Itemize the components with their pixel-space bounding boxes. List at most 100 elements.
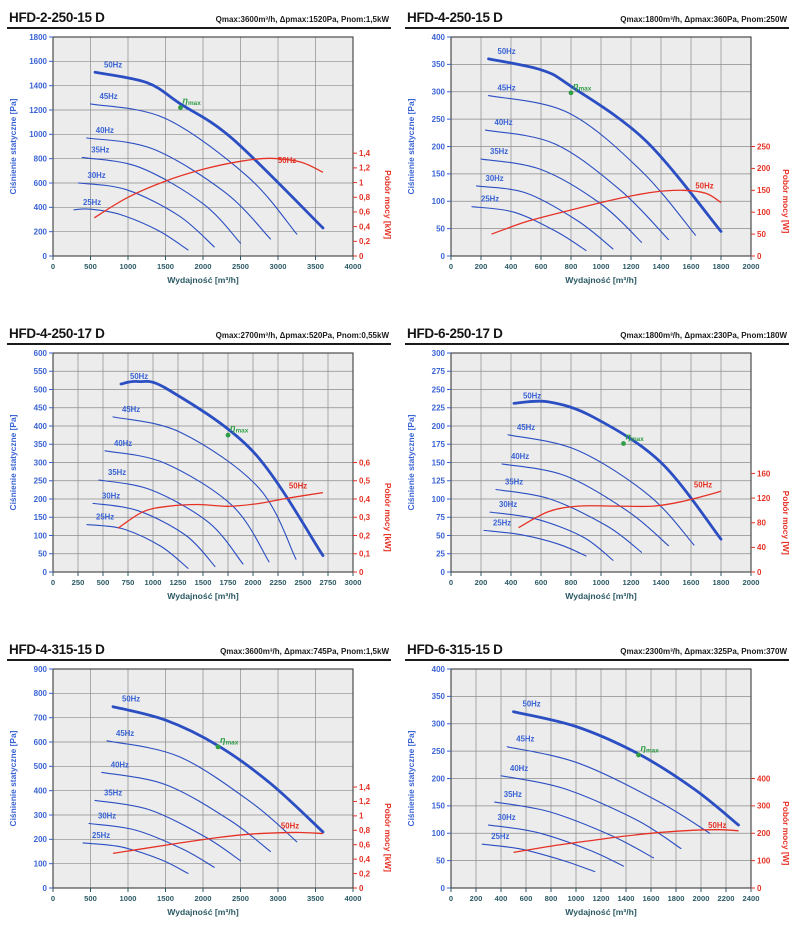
curve-50hz bbox=[512, 399, 723, 541]
curve-50hz bbox=[119, 379, 325, 557]
curve-35hz bbox=[480, 158, 643, 243]
power-curve bbox=[112, 831, 324, 855]
chart-panel-hfd-4-250-17: HFD-4-250-17 D Qmax:2700m³/h, Δpmax:520P… bbox=[7, 326, 391, 604]
curve-40hz bbox=[500, 775, 682, 850]
chart-panel-hfd-4-315-15: HFD-4-315-15 D Qmax:3600m³/h, Δpmax:745P… bbox=[7, 642, 391, 920]
left-axis-tick-label: 700 bbox=[34, 713, 48, 722]
x-axis-tick-label: 1000 bbox=[568, 894, 585, 903]
chart-title: HFD-4-250-15 D bbox=[407, 10, 503, 25]
right-axis-tick-label: 0 bbox=[757, 252, 762, 261]
curve-30hz bbox=[77, 182, 215, 248]
chart-header: HFD-4-250-17 D Qmax:2700m³/h, Δpmax:520P… bbox=[7, 326, 391, 345]
curve-30hz bbox=[487, 824, 625, 867]
left-axis-tick-label: 200 bbox=[34, 835, 48, 844]
x-axis-tick-label: 2500 bbox=[295, 578, 312, 587]
left-axis-tick-label: 300 bbox=[432, 720, 446, 729]
x-axis-tick-label: 1500 bbox=[157, 262, 174, 271]
power-curve-label: 50Hz bbox=[281, 821, 299, 830]
x-axis-tick-label: 1000 bbox=[593, 578, 610, 587]
right-axis-tick-label: 100 bbox=[757, 208, 771, 217]
chart-title: HFD-4-250-17 D bbox=[9, 326, 105, 341]
curve-label-40hz: 40Hz bbox=[96, 126, 114, 135]
right-axis-title: Pobór mocy [kW] bbox=[383, 170, 391, 239]
eta-max-point bbox=[568, 90, 574, 96]
x-axis-tick-label: 400 bbox=[495, 894, 508, 903]
curve-label-45hz: 45Hz bbox=[498, 84, 516, 93]
power-curve bbox=[513, 829, 739, 854]
left-axis-tick-label: 800 bbox=[34, 689, 48, 698]
curve-label-35hz: 35Hz bbox=[91, 145, 109, 154]
x-axis-tick-label: 0 bbox=[449, 578, 453, 587]
left-axis-tick-label: 500 bbox=[34, 385, 48, 394]
curve-35hz bbox=[81, 156, 242, 244]
curve-label-25hz: 25Hz bbox=[481, 195, 499, 204]
left-axis-title: Ciśnienie statyczne [Pa] bbox=[406, 98, 416, 194]
curve-25hz bbox=[73, 208, 189, 251]
left-axis-tick-label: 1200 bbox=[29, 106, 47, 115]
curve-label-30hz: 30Hz bbox=[498, 813, 516, 822]
x-axis-tick-label: 4000 bbox=[345, 894, 362, 903]
x-axis-title: Wydajność [m³/h] bbox=[565, 907, 637, 917]
left-axis-title: Ciśnienie statyczne [Pa] bbox=[8, 730, 18, 826]
x-axis-tick-label: 800 bbox=[545, 894, 558, 903]
left-axis-tick-label: 200 bbox=[432, 422, 446, 431]
x-axis-title: Wydajność [m³/h] bbox=[565, 275, 637, 285]
right-axis-tick-label: 0 bbox=[757, 568, 762, 577]
left-axis-tick-label: 550 bbox=[34, 367, 48, 376]
right-axis-tick-label: 40 bbox=[757, 543, 766, 552]
power-curve bbox=[93, 157, 324, 219]
curve-label-40hz: 40Hz bbox=[111, 760, 129, 769]
left-axis-title: Ciśnienie statyczne [Pa] bbox=[8, 98, 18, 194]
curve-label-25hz: 25Hz bbox=[493, 518, 511, 527]
right-axis-tick-label: 400 bbox=[757, 774, 771, 783]
left-axis-tick-label: 600 bbox=[34, 349, 48, 358]
x-axis-tick-label: 2000 bbox=[743, 578, 760, 587]
right-axis-tick-label: 250 bbox=[757, 142, 771, 151]
fan-performance-chart: 0 50 100 150 200 250 300 350 400 450 500 550 600 0 250… bbox=[8, 349, 391, 601]
curve-40hz bbox=[86, 137, 272, 240]
right-axis-tick-label: 300 bbox=[757, 802, 771, 811]
left-axis-tick-label: 450 bbox=[34, 404, 48, 413]
curve-label-50hz: 50Hz bbox=[498, 47, 516, 56]
left-axis-tick-label: 400 bbox=[432, 33, 446, 42]
curve-50hz bbox=[93, 70, 325, 230]
right-axis-tick-label: 0,4 bbox=[359, 222, 371, 231]
right-axis-tick-label: 0,3 bbox=[359, 513, 371, 522]
eta-max-label: ηmax bbox=[183, 96, 202, 108]
right-axis-tick-label: 120 bbox=[757, 494, 771, 503]
x-axis-tick-label: 3500 bbox=[307, 262, 324, 271]
left-axis-tick-label: 1600 bbox=[29, 57, 47, 66]
right-axis-tick-label: 0,2 bbox=[359, 237, 371, 246]
eta-max-label: ηmax bbox=[220, 735, 239, 747]
right-axis-tick-label: 0,5 bbox=[359, 477, 371, 486]
left-axis-tick-label: 175 bbox=[432, 440, 446, 449]
left-axis-tick-label: 500 bbox=[34, 762, 48, 771]
left-axis-tick-label: 0 bbox=[441, 568, 446, 577]
left-axis-tick-label: 225 bbox=[432, 404, 446, 413]
power-curve-label: 50Hz bbox=[695, 181, 713, 190]
curve-25hz bbox=[82, 842, 189, 874]
x-axis-tick-label: 1400 bbox=[653, 262, 670, 271]
left-axis-tick-label: 250 bbox=[432, 747, 446, 756]
curve-label-25hz: 25Hz bbox=[491, 832, 509, 841]
x-axis-tick-label: 1800 bbox=[713, 578, 730, 587]
x-axis-tick-label: 1200 bbox=[593, 894, 610, 903]
right-axis-tick-label: 0,6 bbox=[359, 458, 371, 467]
right-axis-title: Pobór mocy [W] bbox=[781, 491, 789, 555]
fan-performance-chart: 0 25 50 75 100 125 150 175 200 225 250 275 300 0 200 40… bbox=[406, 349, 789, 601]
right-axis-title: Pobór mocy [W] bbox=[781, 169, 789, 233]
x-axis-tick-label: 1000 bbox=[120, 262, 137, 271]
x-axis-tick-label: 3000 bbox=[270, 894, 287, 903]
left-axis-tick-label: 800 bbox=[34, 154, 48, 163]
left-axis-tick-label: 250 bbox=[34, 477, 48, 486]
x-axis-tick-label: 3500 bbox=[307, 894, 324, 903]
eta-max-point bbox=[225, 432, 231, 438]
x-axis-tick-label: 1000 bbox=[593, 262, 610, 271]
curve-30hz bbox=[92, 502, 216, 568]
power-curve-label: 50Hz bbox=[708, 821, 726, 830]
left-axis-tick-label: 100 bbox=[432, 197, 446, 206]
left-axis-tick-label: 0 bbox=[441, 884, 446, 893]
right-axis-tick-label: 1,4 bbox=[359, 149, 371, 158]
left-axis-tick-label: 400 bbox=[34, 203, 48, 212]
chart-header: HFD-6-315-15 D Qmax:2300m³/h, Δpmax:325P… bbox=[405, 642, 789, 661]
